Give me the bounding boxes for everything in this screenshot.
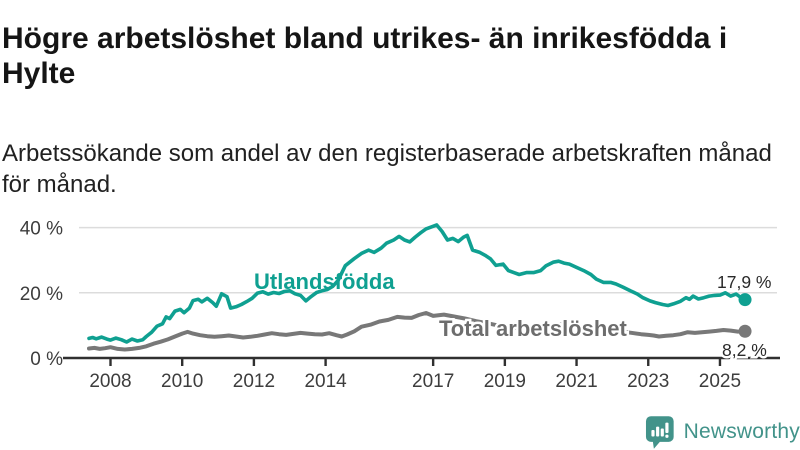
end-value-label-utlandsfodda: 17,9 %	[717, 272, 771, 292]
bar-chart-speech-bubble-icon	[645, 416, 674, 449]
x-axis-tick-label: 2010	[161, 371, 203, 392]
x-axis-tick-label: 2008	[89, 371, 131, 392]
x-axis-tick-label: 2023	[627, 371, 669, 392]
y-axis-tick-label: 20 %	[20, 284, 63, 305]
series-line-utlandsfodda	[87, 223, 747, 344]
series-label-total: Total arbetslöshet	[439, 316, 628, 341]
brand-name: Newsworthy	[683, 420, 800, 443]
series-label-utlandsfodda: Utlandsfödda	[254, 269, 395, 294]
chart-subtitle: Arbetssökande som andel av den registerb…	[2, 140, 772, 198]
x-axis-tick-label: 2019	[484, 371, 526, 392]
x-axis-tick-label: 2021	[555, 371, 597, 392]
x-axis-tick-label: 2017	[412, 371, 454, 392]
x-axis-tick-label: 2025	[699, 371, 741, 392]
y-axis-tick-label: 40 %	[20, 219, 63, 240]
y-axis-tick-label: 0 %	[30, 349, 63, 370]
x-axis-tick-label: 2012	[233, 371, 275, 392]
newsworthy-logo: Newsworthy	[644, 414, 800, 450]
end-value-label-total: 8,2 %	[722, 340, 767, 360]
x-axis-tick-label: 2014	[304, 371, 347, 392]
page-title: Högre arbetslöshet bland utrikes- än inr…	[2, 22, 728, 91]
series-line-total	[87, 311, 747, 352]
series-end-dot-utlandsfodda	[738, 293, 752, 307]
series-end-dot-total	[738, 324, 752, 338]
